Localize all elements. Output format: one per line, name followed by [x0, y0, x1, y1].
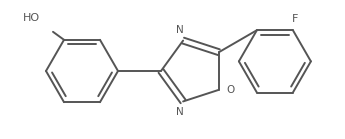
Text: F: F — [292, 14, 298, 24]
Text: O: O — [226, 85, 234, 95]
Text: HO: HO — [23, 13, 40, 23]
Text: N: N — [176, 107, 184, 117]
Text: N: N — [176, 25, 184, 35]
